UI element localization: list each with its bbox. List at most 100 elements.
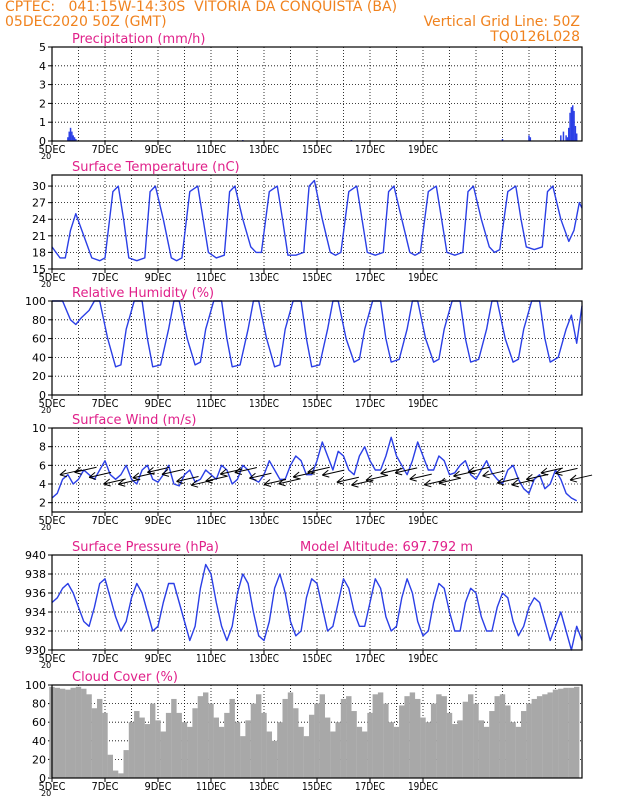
x-tick-label: 13DEC [249,652,279,665]
wind-barb-shaft [176,475,199,482]
x-tick-label: 13DEC [249,271,279,284]
cloud-bar [59,688,66,778]
wind-barb-head [234,467,242,476]
precip-bar [573,110,575,141]
x-tick-label: 19DEC [408,143,438,156]
cloud-bar [531,698,538,778]
x-tick-label: 13DEC [249,397,279,410]
cloud-bar [171,698,177,778]
wind-barb-head [103,478,111,487]
x-tick-label: 19DEC [408,780,438,793]
y-tick-label: 934 [25,606,46,619]
wind-barb-head [176,476,184,484]
wind-barb-shaft [88,471,112,478]
x-tick-label: 5DEC [39,514,66,527]
x-tick-label: 19DEC [408,514,438,527]
x-tick-label: 7DEC [92,143,119,156]
cloud-bar [293,708,299,778]
x-tick-label: 15DEC [302,652,332,665]
cloud-bar [197,696,204,778]
cloud-bar [520,711,527,778]
wind-barb-head [540,467,549,476]
wind-barb-head [394,467,403,476]
wind-barb-shaft [205,475,228,482]
cloud-bar [271,740,278,778]
wind-barb-shaft [482,470,505,477]
cloud-bar [298,726,304,778]
x-tick-label: 15DEC [302,514,332,527]
y-tick-label: 15 [32,263,46,276]
y-tick-label: 8 [39,441,46,454]
cloud-bar [489,711,495,778]
x-tick-label: 17DEC [355,514,385,527]
y-tick-label: 4 [39,478,46,491]
cloud-bar [86,694,92,778]
forecast-date: 05DEC2020 50Z (GMT) [5,14,167,30]
panel-frame [51,46,583,142]
y-tick-label: 3 [39,79,46,92]
x-tick-label: 7DEC [92,397,119,410]
x-tick-overflow: 20 [41,406,51,415]
wind-barb-shaft [307,466,330,473]
cloud-bar [388,722,394,778]
panel-title: Surface Pressure (hPa) [72,540,219,555]
x-tick-label: 9DEC [145,514,172,527]
cloud-bar [234,722,241,778]
wind-barb-head [117,478,126,487]
x-tick-label: 17DEC [355,143,385,156]
cloud-bar [393,726,400,778]
wind-barb-head [336,476,345,485]
cloud-bar [367,712,373,778]
y-tick-label: 930 [25,644,46,657]
precip-bar [574,125,577,141]
cloud-bar [436,694,442,778]
panel-title: Surface Wind (m/s) [72,413,196,428]
wind-barb-head [365,474,374,483]
y-tick-label: 10 [32,422,46,435]
y-tick-label: 20 [32,753,46,766]
cloud-bar [123,750,129,778]
x-tick-label: 19DEC [408,652,438,665]
cloud-bar [91,708,98,778]
wind-barb-head [161,469,170,477]
wind-barb-shaft [103,478,126,485]
cloud-bar [351,711,357,778]
cloud-bar [361,731,368,778]
x-tick-label: 9DEC [145,652,172,665]
wind-barb-head [147,467,155,475]
cloud-bar [308,714,315,778]
y-tick-label: 18 [32,246,46,259]
x-tick-label: 11DEC [196,780,226,793]
wind-line [51,436,578,502]
y-tick-label: 20 [32,370,46,383]
wind-barb-shaft [555,467,578,474]
cloud-bar [202,692,209,778]
wind-barb-head [467,466,476,475]
cloud-bar [409,692,416,778]
cloud-bar [478,720,485,778]
y-tick-label: 40 [32,351,46,364]
wind-barb-head [59,469,68,478]
precip-bar [570,107,573,141]
cloud-bar [224,712,230,778]
cloud-bar [181,722,188,778]
wind-barb-shaft [540,467,564,474]
cloud-bar [324,717,331,778]
y-tick-label: 6 [39,459,46,472]
x-tick-label: 5DEC [39,143,66,156]
precip-bar [72,135,74,141]
y-tick-label: 80 [32,314,46,327]
cloud-bar [462,701,469,778]
panel-title: Cloud Cover (%) [72,670,178,685]
wind-barb-head [424,479,432,488]
panel-frame [51,554,583,651]
cloud-bar [255,694,262,778]
cloud-bar [266,731,273,778]
wind-barb-shaft [467,466,491,473]
wind-barb-head [88,471,97,480]
y-tick-label: 940 [25,549,46,562]
cloud-bar [149,703,156,778]
x-tick-label: 11DEC [196,271,226,284]
cloud-bar [155,720,161,778]
wind-barb-head [482,470,490,479]
